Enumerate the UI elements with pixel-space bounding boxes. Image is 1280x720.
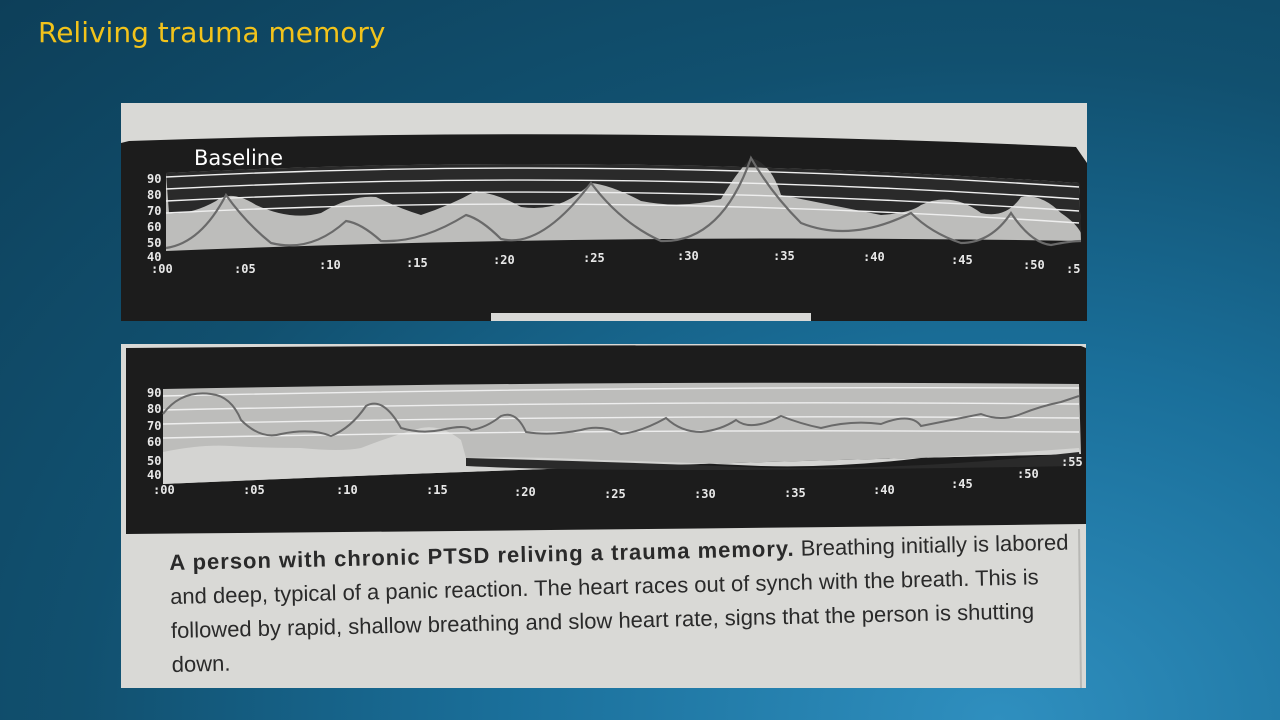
ptsd-chart: 90 80 70 60 50 40 :00 :05 :10 :15 :20 :2… <box>121 345 1086 688</box>
x-tick: :40 <box>863 250 885 264</box>
x-tick: :35 <box>784 486 806 500</box>
x-tick: :10 <box>336 483 358 497</box>
y-tick: 40 <box>147 250 161 264</box>
x-tick: :30 <box>677 249 699 263</box>
baseline-chart-photo: 90 80 70 60 50 40 :00 :05 :10 :15 :20 :2… <box>121 103 1087 321</box>
x-tick: :5 <box>1066 262 1080 276</box>
x-tick: :20 <box>493 253 515 267</box>
x-tick: :45 <box>951 477 973 491</box>
y-tick: 90 <box>147 172 161 186</box>
y-tick: 60 <box>147 435 161 449</box>
y-tick: 50 <box>147 236 161 250</box>
x-tick: :45 <box>951 253 973 267</box>
x-tick: :40 <box>873 483 895 497</box>
x-tick: :20 <box>514 485 536 499</box>
y-tick: 70 <box>147 419 161 433</box>
baseline-chart: 90 80 70 60 50 40 :00 :05 :10 :15 :20 :2… <box>121 134 1087 321</box>
x-tick: :05 <box>243 483 265 497</box>
chart-caption: A person with chronic PTSD reliving a tr… <box>169 526 1072 682</box>
y-tick: 90 <box>147 386 161 400</box>
x-tick: :50 <box>1017 467 1039 481</box>
x-tick: :55 <box>1061 455 1083 469</box>
baseline-label: Baseline <box>194 146 284 170</box>
y-tick: 80 <box>147 188 161 202</box>
y-tick: 80 <box>147 402 161 416</box>
x-tick: :10 <box>319 258 341 272</box>
y-tick: 60 <box>147 220 161 234</box>
x-tick: :50 <box>1023 258 1045 272</box>
x-tick: :00 <box>151 262 173 276</box>
slide-title: Reliving trauma memory <box>38 16 386 49</box>
x-tick: :15 <box>406 256 428 270</box>
x-tick: :00 <box>153 483 175 497</box>
y-tick: 50 <box>147 454 161 468</box>
y-tick: 70 <box>147 204 161 218</box>
x-tick: :25 <box>604 487 626 501</box>
x-tick: :15 <box>426 483 448 497</box>
x-tick: :30 <box>694 487 716 501</box>
x-tick: :35 <box>773 249 795 263</box>
ptsd-chart-photo: 90 80 70 60 50 40 :00 :05 :10 :15 :20 :2… <box>121 344 1086 688</box>
x-tick: :25 <box>583 251 605 265</box>
y-tick: 40 <box>147 468 161 482</box>
x-tick: :05 <box>234 262 256 276</box>
